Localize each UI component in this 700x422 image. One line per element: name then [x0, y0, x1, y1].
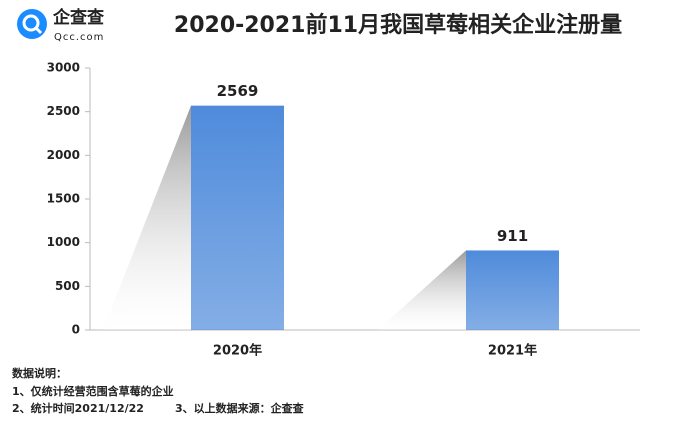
y-tick-label: 1500	[47, 192, 80, 206]
logo-name: 企查查	[52, 7, 105, 28]
note: 3、以上数据来源：企查查	[175, 401, 304, 415]
value-label: 2569	[217, 82, 259, 100]
y-tick-label: 1000	[47, 235, 80, 249]
value-label: 911	[497, 227, 528, 245]
logo: 企查查 Qcc.com	[17, 7, 105, 43]
bar	[466, 250, 559, 330]
y-tick-label: 2500	[47, 104, 80, 118]
notes-heading: 数据说明：	[12, 366, 67, 380]
logo-domain: Qcc.com	[54, 32, 104, 43]
x-tick-label: 2020年	[213, 343, 262, 359]
note: 1、仅统计经营范围含草莓的企业	[12, 384, 174, 398]
chart-title: 2020-2021前11月我国草莓相关企业注册量	[174, 12, 622, 38]
logo-icon-ring	[22, 14, 40, 32]
bar	[191, 105, 284, 331]
bar-shadow	[378, 250, 466, 330]
logo-icon	[17, 9, 47, 39]
y-tick-label: 3000	[47, 61, 80, 75]
x-tick-label: 2021年	[488, 343, 537, 359]
logo-icon-handle	[34, 26, 43, 35]
y-tick-label: 0	[72, 323, 80, 337]
y-tick-label: 2000	[47, 148, 80, 162]
note: 2、统计时间2021/12/22	[12, 401, 144, 415]
y-tick-label: 500	[55, 279, 80, 293]
bar-shadow	[103, 105, 191, 331]
